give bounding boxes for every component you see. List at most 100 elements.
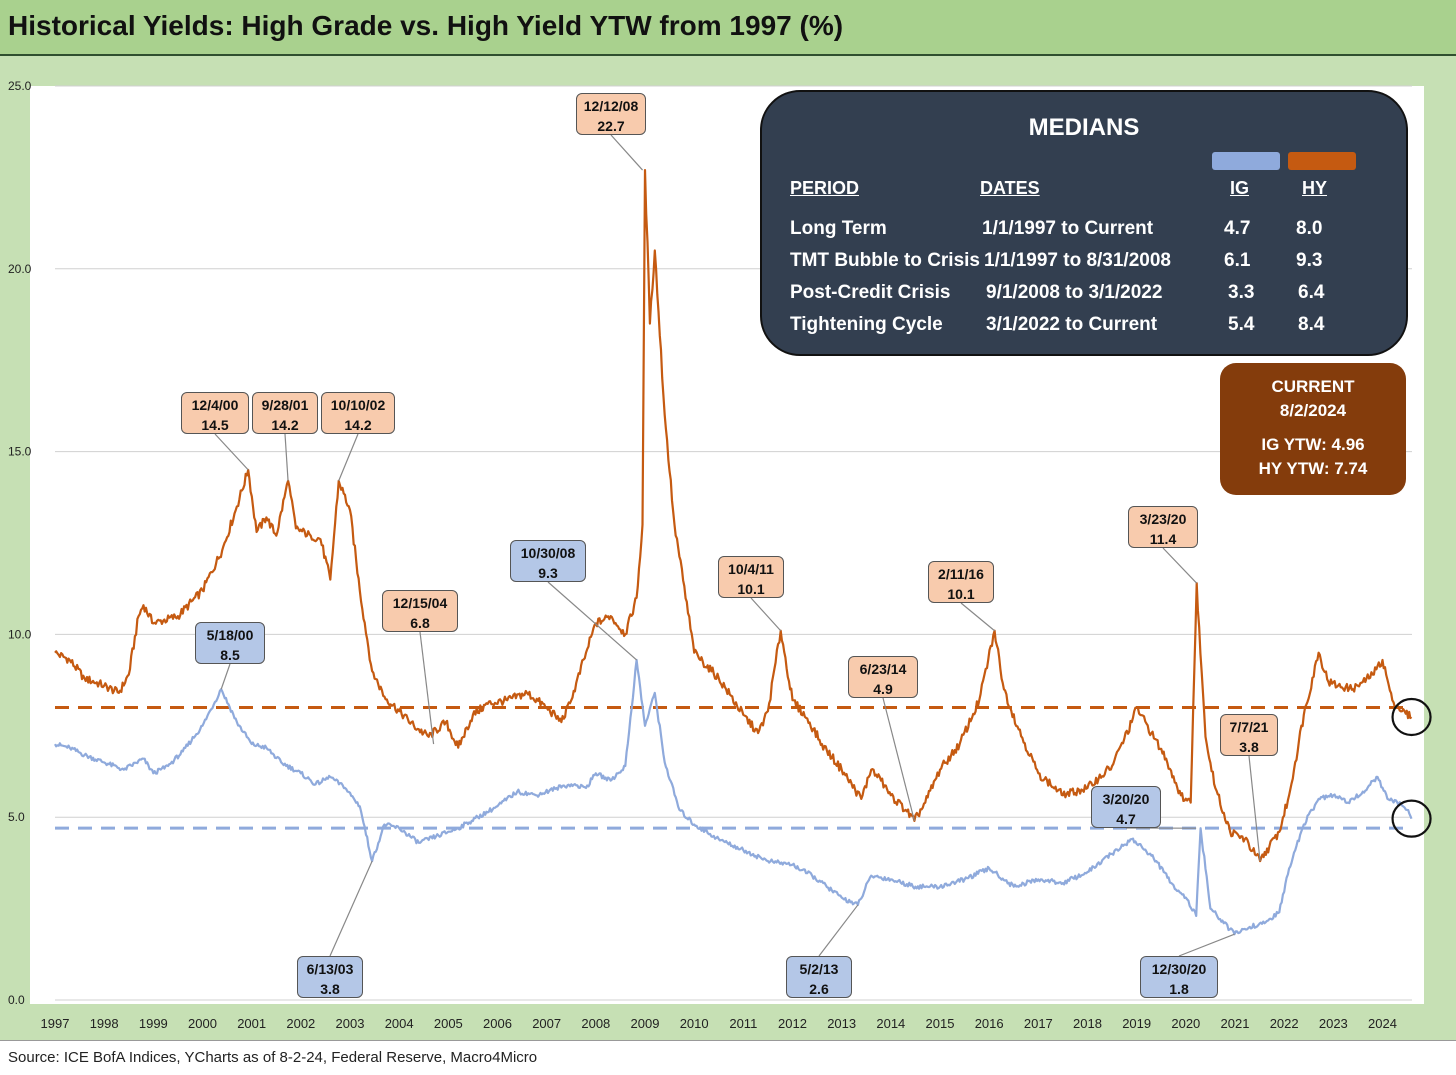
row-hy: 8.0 (1296, 218, 1322, 240)
callout-date: 12/30/20 (1141, 959, 1217, 979)
callout-date: 9/28/01 (253, 395, 317, 415)
x-tick-label: 2007 (532, 1016, 561, 1031)
current-hy-ytw: HY YTW: 7.74 (1220, 459, 1406, 479)
callout-date: 3/23/20 (1129, 509, 1197, 529)
x-tick-label: 2013 (827, 1016, 856, 1031)
ig-header: IG (1230, 178, 1249, 199)
x-tick-label: 1998 (90, 1016, 119, 1031)
x-tick-label: 2022 (1270, 1016, 1299, 1031)
x-tick-label: 2024 (1368, 1016, 1397, 1031)
x-tick-label: 2008 (581, 1016, 610, 1031)
medians-title: MEDIANS (762, 114, 1406, 142)
callout-leader-line (221, 664, 230, 689)
x-tick-label: 1999 (139, 1016, 168, 1031)
x-tick-label: 2014 (876, 1016, 905, 1031)
x-tick-label: 2002 (286, 1016, 315, 1031)
callout-leader-line (1163, 548, 1197, 583)
x-tick-label: 2018 (1073, 1016, 1102, 1031)
callout-leader-line (1249, 756, 1260, 861)
row-period: Post-Credit Crisis (790, 282, 950, 304)
callout-leader-line (883, 698, 914, 821)
x-tick-label: 2005 (434, 1016, 463, 1031)
x-tick-label: 1997 (41, 1016, 70, 1031)
current-value-circle (1393, 699, 1431, 735)
callout-date: 5/18/00 (196, 625, 264, 645)
row-dates: 1/1/1997 to Current (982, 218, 1153, 240)
callout-value: 14.5 (182, 415, 248, 435)
callout-value: 22.7 (577, 116, 645, 136)
row-ig: 3.3 (1228, 282, 1254, 304)
x-tick-label: 2021 (1221, 1016, 1250, 1031)
callout-value: 6.8 (383, 613, 457, 633)
medians-panel: MEDIANS PERIOD DATES IG HY Long Term 1/1… (760, 90, 1408, 356)
x-tick-label: 2020 (1171, 1016, 1200, 1031)
y-tick-label: 10.0 (8, 627, 32, 641)
hy-legend-swatch (1288, 152, 1356, 170)
x-tick-label: 2010 (680, 1016, 709, 1031)
callout-value: 2.6 (787, 979, 851, 999)
x-tick-label: 2012 (778, 1016, 807, 1031)
row-ig: 4.7 (1224, 218, 1250, 240)
x-tick-label: 2003 (336, 1016, 365, 1031)
x-tick-label: 2011 (729, 1016, 757, 1031)
hy-header: HY (1302, 178, 1327, 199)
x-tick-label: 2001 (237, 1016, 266, 1031)
callout-leader-line (330, 861, 372, 956)
x-tick-label: 2016 (975, 1016, 1004, 1031)
callout-leader-line (548, 582, 637, 660)
period-header: PERIOD (790, 178, 859, 199)
y-tick-label: 20.0 (8, 262, 32, 276)
callout-value: 3.8 (298, 979, 362, 999)
x-tick-label: 2023 (1319, 1016, 1348, 1031)
callout-value: 14.2 (322, 415, 394, 435)
callout-value: 3.8 (1221, 737, 1277, 757)
callout-value: 8.5 (196, 645, 264, 665)
row-period: Tightening Cycle (790, 314, 943, 336)
callout-leader-line (611, 135, 643, 170)
callout-date: 6/23/14 (849, 659, 917, 679)
callout-value: 4.9 (849, 679, 917, 699)
callout-date: 10/4/11 (719, 559, 783, 579)
row-hy: 9.3 (1296, 250, 1322, 272)
x-tick-label: 2009 (631, 1016, 660, 1031)
callout-leader-line (420, 632, 434, 744)
callout-date: 7/7/21 (1221, 717, 1277, 737)
callout-date: 12/12/08 (577, 96, 645, 116)
callout-leader-line (1179, 934, 1235, 956)
row-ig: 6.1 (1224, 250, 1250, 272)
current-date: 8/2/2024 (1220, 401, 1406, 421)
source-note: Source: ICE BofA Indices, YCharts as of … (8, 1049, 537, 1066)
y-tick-label: 25.0 (8, 79, 32, 93)
callout-date: 12/4/00 (182, 395, 248, 415)
dates-header: DATES (980, 178, 1040, 199)
callout-value: 14.2 (253, 415, 317, 435)
row-ig: 5.4 (1228, 314, 1254, 336)
y-tick-label: 15.0 (8, 445, 32, 459)
callout-value: 10.1 (719, 579, 783, 599)
row-hy: 6.4 (1298, 282, 1324, 304)
callout-date: 6/13/03 (298, 959, 362, 979)
callout-leader-line (339, 434, 358, 481)
callout-value: 11.4 (1129, 529, 1197, 549)
x-tick-label: 2004 (385, 1016, 414, 1031)
callout-leader-line (819, 905, 858, 956)
y-tick-label: 0.0 (8, 993, 25, 1007)
callout-date: 2/11/16 (929, 564, 993, 584)
callout-date: 10/10/02 (322, 395, 394, 415)
callout-value: 1.8 (1141, 979, 1217, 999)
x-tick-label: 2015 (926, 1016, 955, 1031)
row-period: TMT Bubble to Crisis (790, 250, 980, 272)
callout-date: 10/30/08 (511, 543, 585, 563)
callout-date: 12/15/04 (383, 593, 457, 613)
callout-leader-line (285, 434, 288, 481)
